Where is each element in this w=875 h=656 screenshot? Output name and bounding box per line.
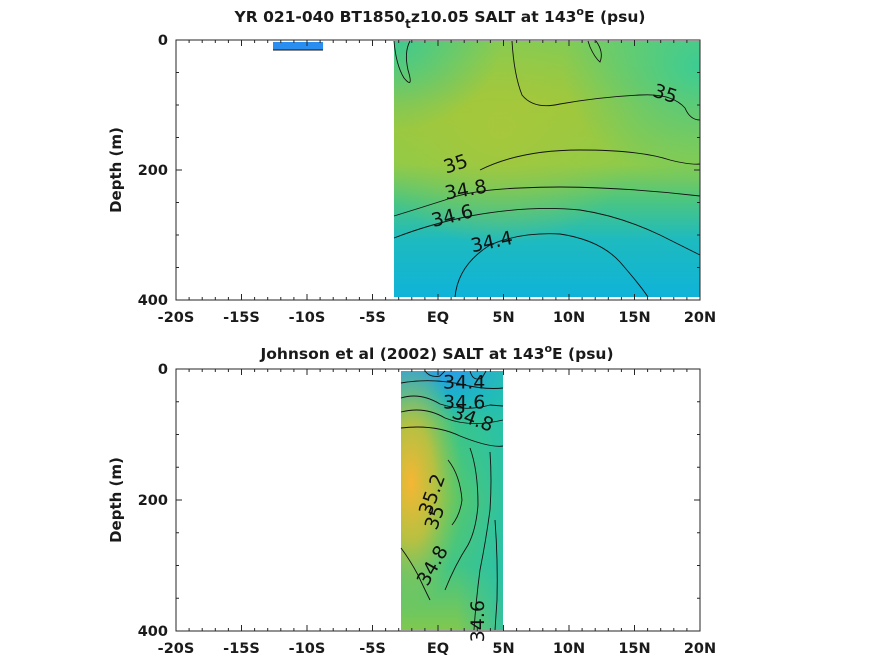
bottom-contour-label: 34.6 (467, 600, 489, 642)
bottom-panel: Johnson et al (2002) SALT at 143oE (psu)… (107, 342, 716, 656)
top-chart-title: YR 021-040 BT1850tz10.05 SALT at 143oE (… (234, 5, 646, 31)
bottom-x-tick-label: 5N (492, 641, 514, 656)
bottom-contour-label: 34.6 (443, 391, 485, 413)
bottom-chart-title: Johnson et al (2002) SALT at 143oE (psu) (259, 342, 613, 363)
top-x-ticks: -20S -15S -10S -5S EQ 5N 10N 15N 20N (158, 40, 716, 326)
bottom-x-tick-label: 10N (553, 641, 585, 656)
top-salinity-field (273, 41, 700, 297)
bottom-x-tick-label: -10S (289, 641, 326, 656)
top-panel: YR 021-040 BT1850tz10.05 SALT at 143oE (… (107, 5, 716, 326)
bottom-x-ticks: -20S -15S -10S -5S EQ 5N 10N 15N 20N (158, 369, 716, 656)
top-y-tick-label: 400 (138, 293, 168, 309)
top-contours (393, 40, 701, 298)
top-x-tick-label: -15S (223, 310, 260, 326)
bottom-x-tick-label: -5S (359, 641, 386, 656)
top-y-tick-label: 200 (138, 163, 168, 179)
top-x-tick-label: -10S (289, 310, 326, 326)
bottom-y-tick-label: 400 (138, 624, 168, 640)
bottom-x-tick-label: -20S (158, 641, 195, 656)
top-x-tick-label: -5S (359, 310, 386, 326)
top-y-ticks: 0 200 400 (138, 33, 700, 309)
bottom-x-tick-label: EQ (427, 641, 449, 656)
bottom-y-axis-label: Depth (m) (107, 457, 125, 543)
top-y-axis-label: Depth (m) (107, 127, 125, 213)
bottom-contours (400, 370, 504, 631)
bottom-x-tick-label: -15S (223, 641, 260, 656)
top-x-tick-label: -20S (158, 310, 195, 326)
top-x-tick-label: EQ (427, 310, 449, 326)
bottom-contour-label: 34.4 (443, 372, 485, 394)
bottom-y-tick-label: 0 (158, 362, 168, 378)
top-x-tick-label: 5N (492, 310, 514, 326)
bottom-x-tick-label: 20N (684, 641, 716, 656)
top-x-tick-label: 20N (684, 310, 716, 326)
top-y-tick-label: 0 (158, 33, 168, 49)
bottom-salinity-field (401, 371, 503, 630)
bottom-y-ticks: 0 200 400 (138, 362, 700, 640)
top-small-patch (273, 42, 323, 50)
top-x-tick-label: 15N (618, 310, 650, 326)
bottom-x-tick-label: 15N (618, 641, 650, 656)
top-x-tick-label: 10N (553, 310, 585, 326)
bottom-y-tick-label: 200 (138, 493, 168, 509)
